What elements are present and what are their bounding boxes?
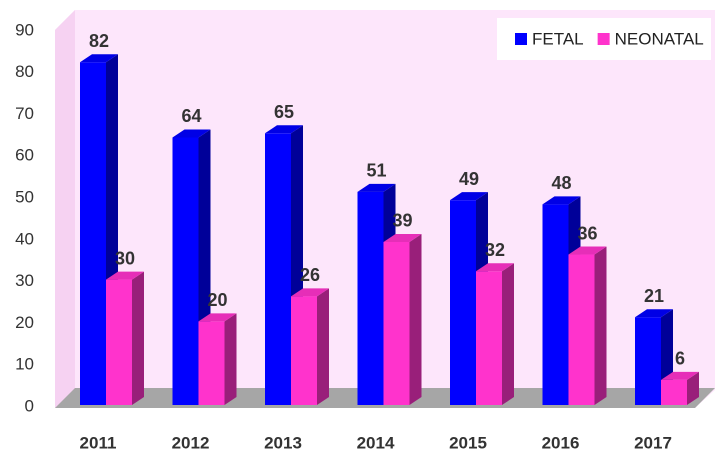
data-label: 30 xyxy=(115,248,135,268)
x-tick-label: 2014 xyxy=(357,433,395,452)
bar-front xyxy=(635,317,661,405)
bar-top xyxy=(198,313,237,322)
data-label: 20 xyxy=(207,290,227,310)
data-label: 26 xyxy=(300,265,320,285)
x-tick-label: 2011 xyxy=(80,433,117,452)
bar-side xyxy=(502,263,514,405)
bar xyxy=(80,54,118,406)
x-tick-label: 2012 xyxy=(172,433,210,452)
bar-side xyxy=(687,371,699,405)
bar-side xyxy=(132,271,144,405)
y-tick-label: 20 xyxy=(15,313,34,332)
data-label: 21 xyxy=(644,286,664,306)
bar-front xyxy=(661,379,687,405)
side-wall xyxy=(55,10,75,408)
bar xyxy=(198,313,237,405)
data-label: 32 xyxy=(485,240,505,260)
bar-side xyxy=(409,233,422,405)
bar-front xyxy=(172,137,199,406)
legend-swatch xyxy=(597,33,610,45)
bar-front xyxy=(383,241,410,405)
bar-front xyxy=(265,133,291,406)
bar-front xyxy=(106,279,132,405)
bar-top xyxy=(357,183,396,192)
bar-front xyxy=(80,62,106,406)
bar xyxy=(568,246,607,405)
bar-top xyxy=(265,125,303,134)
bar-top xyxy=(476,263,514,272)
bar-top xyxy=(542,196,581,205)
bar-front xyxy=(291,296,317,405)
bar-side xyxy=(594,246,607,405)
bar-top xyxy=(661,371,699,380)
x-tick-label: 2015 xyxy=(449,433,487,452)
bar xyxy=(291,288,329,405)
data-label: 48 xyxy=(551,173,571,193)
bar-front xyxy=(542,204,569,405)
data-label: 65 xyxy=(274,102,294,122)
bar-top xyxy=(172,129,211,138)
bar-top xyxy=(80,54,118,63)
data-label: 82 xyxy=(89,31,109,51)
bar xyxy=(661,371,699,405)
data-label: 39 xyxy=(392,211,412,231)
bar-top xyxy=(568,246,607,255)
data-label: 49 xyxy=(459,169,479,189)
y-tick-label: 90 xyxy=(15,20,34,39)
bar-front xyxy=(476,271,502,405)
y-tick-label: 0 xyxy=(25,396,34,415)
x-tick-label: 2013 xyxy=(264,433,302,452)
bar-top xyxy=(106,271,144,280)
bar-top xyxy=(291,288,329,297)
bar-front xyxy=(568,254,595,405)
y-tick-label: 50 xyxy=(15,187,34,206)
y-tick-label: 10 xyxy=(15,355,34,374)
bar-front xyxy=(198,321,225,405)
y-tick-label: 70 xyxy=(15,104,34,123)
x-tick-label: 2016 xyxy=(542,433,580,452)
legend-swatch xyxy=(515,33,527,45)
y-tick-label: 80 xyxy=(15,62,34,81)
y-tick-label: 40 xyxy=(15,229,34,248)
bar-side xyxy=(317,288,329,405)
bar-front xyxy=(357,191,384,405)
bar xyxy=(476,263,514,405)
y-tick-label: 30 xyxy=(15,271,34,290)
data-label: 51 xyxy=(366,161,386,181)
legend-label: NEONATAL xyxy=(615,29,704,48)
x-tick-label: 2017 xyxy=(634,433,672,452)
bar xyxy=(383,233,422,405)
data-label: 36 xyxy=(577,223,597,243)
bar xyxy=(635,309,673,405)
y-tick-label: 60 xyxy=(15,146,34,165)
bar-front xyxy=(450,200,476,405)
data-label: 6 xyxy=(675,349,685,369)
bar-top xyxy=(383,233,422,242)
bar xyxy=(106,271,144,405)
bar-top xyxy=(635,309,673,318)
legend-label: FETAL xyxy=(532,29,584,48)
bar-side xyxy=(224,313,237,405)
bar-top xyxy=(450,192,488,201)
data-label: 64 xyxy=(181,106,201,126)
